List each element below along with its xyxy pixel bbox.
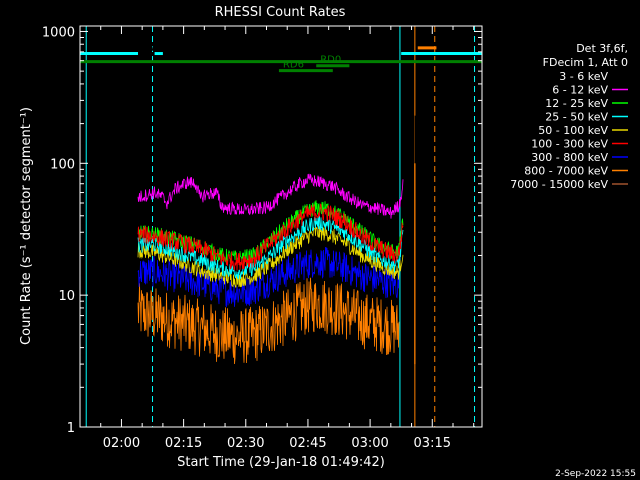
x-tick-label: 03:15 bbox=[414, 436, 451, 451]
x-tick-label: 02:15 bbox=[165, 436, 202, 451]
x-tick-label: 02:00 bbox=[103, 436, 140, 451]
y-tick-label: 100 bbox=[50, 157, 75, 172]
legend-entry-label: 100 - 300 keV bbox=[531, 138, 608, 151]
legend-entry-label: 7000 - 15000 keV bbox=[510, 178, 608, 191]
y-axis: 1 10 100 1000 bbox=[42, 25, 482, 436]
x-axis: 02:00 02:15 02:30 02:45 03:00 03:15 bbox=[79, 26, 475, 451]
legend-entry-label: 800 - 7000 keV bbox=[524, 165, 608, 178]
status-bar-label: RD0 bbox=[320, 55, 341, 66]
series-line bbox=[137, 31, 400, 55]
legend-entry-label: 12 - 25 keV bbox=[545, 97, 608, 110]
legend-entry-label: 300 - 800 keV bbox=[531, 151, 608, 164]
legend-entry-label: 6 - 12 keV bbox=[552, 84, 608, 97]
legend-entry-label: 50 - 100 keV bbox=[538, 124, 608, 137]
legend-header: FDecim 1, Att 0 bbox=[543, 56, 628, 69]
x-axis-label: Start Time (29-Jan-18 01:49:42) bbox=[177, 455, 385, 470]
legend-header: Det 3f,6f, bbox=[576, 42, 628, 55]
series-line bbox=[137, 224, 404, 288]
y-tick-label: 1000 bbox=[42, 25, 75, 40]
chart-title: RHESSI Count Rates bbox=[215, 5, 346, 20]
series-layer bbox=[137, 31, 417, 365]
legend-entry-label: 3 - 6 keV bbox=[559, 70, 608, 83]
series-line bbox=[137, 203, 404, 272]
status-bar-layer: RD0 RD6 bbox=[80, 46, 482, 73]
legend-entry-label: 25 - 50 keV bbox=[545, 111, 608, 124]
y-tick-label: 1 bbox=[67, 421, 75, 436]
series-line bbox=[137, 214, 404, 280]
y-axis-label: Count Rate (s⁻¹ detector segment⁻¹) bbox=[19, 107, 34, 345]
x-tick-label: 03:00 bbox=[351, 436, 388, 451]
generation-timestamp: 2-Sep-2022 15:55 bbox=[555, 469, 636, 479]
x-tick-label: 02:30 bbox=[227, 436, 264, 451]
y-tick-label: 10 bbox=[58, 289, 75, 304]
series-line bbox=[137, 246, 400, 308]
series-line bbox=[137, 173, 404, 219]
plot-frame bbox=[79, 25, 483, 428]
x-tick-label: 02:45 bbox=[289, 436, 326, 451]
series-line bbox=[137, 277, 400, 365]
status-bar-label: RD6 bbox=[283, 60, 304, 71]
